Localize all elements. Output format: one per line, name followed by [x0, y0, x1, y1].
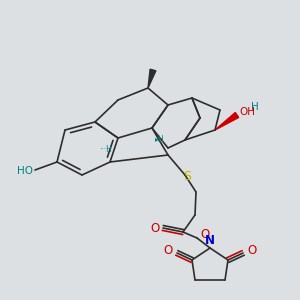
Text: H: H	[251, 102, 259, 112]
Text: O: O	[150, 223, 160, 236]
Polygon shape	[215, 112, 239, 130]
Text: O: O	[248, 244, 256, 257]
Text: N: N	[205, 233, 215, 247]
Polygon shape	[148, 69, 156, 88]
Text: ▸H: ▸H	[155, 136, 165, 145]
Text: ···H: ···H	[100, 146, 112, 154]
Text: O: O	[164, 244, 172, 257]
Text: O: O	[200, 229, 210, 242]
Text: HO: HO	[17, 166, 33, 176]
Text: OH: OH	[239, 107, 255, 117]
Text: S: S	[183, 169, 191, 182]
